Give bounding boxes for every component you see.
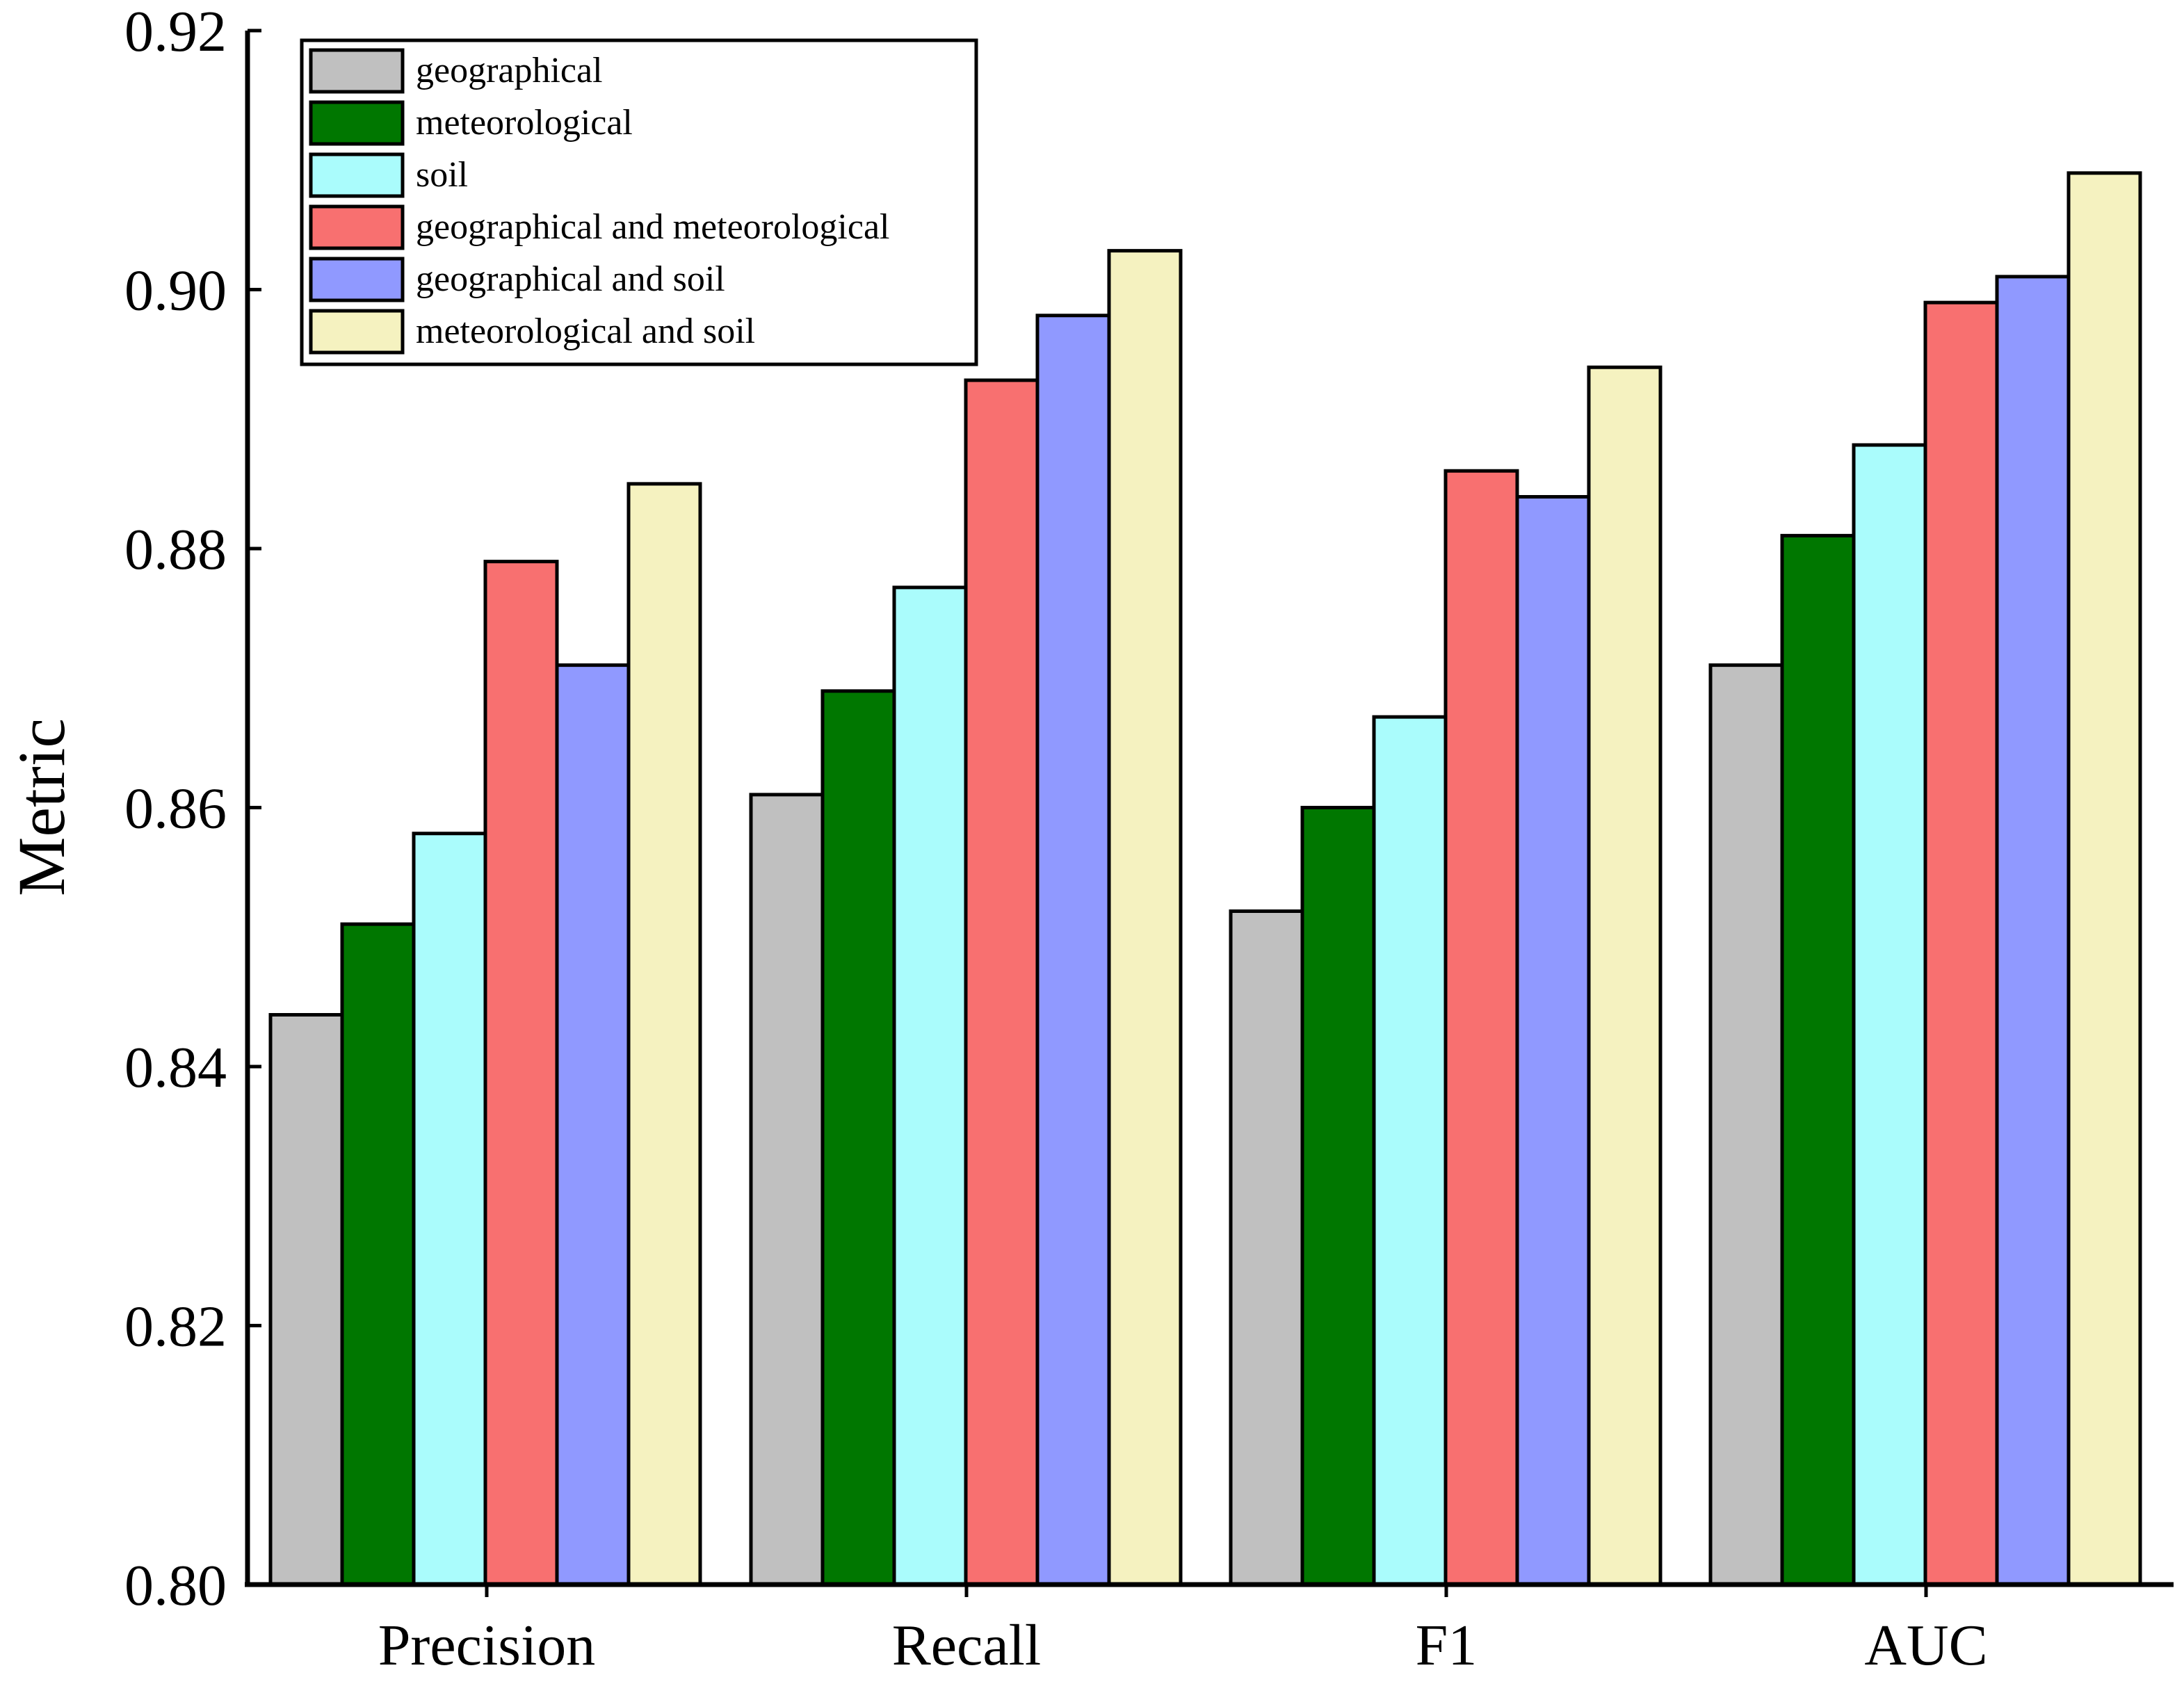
legend-swatch	[309, 204, 405, 250]
y-axis-title: Metric	[4, 718, 79, 896]
legend-label: geographical and meteorological	[416, 207, 889, 247]
y-tick-label: 0.92	[124, 0, 227, 64]
bar-f1-2	[1300, 806, 1376, 1587]
bar-recall-5	[1035, 314, 1111, 1587]
bar-f1-1	[1229, 909, 1304, 1587]
legend: geographical meteorological soil geographic…	[300, 38, 978, 366]
x-tick-label-precision: Precision	[378, 1613, 596, 1678]
x-tick-label-f1: F1	[1416, 1613, 1478, 1678]
bar-f1-5	[1515, 495, 1591, 1587]
bar-auc-3	[1852, 443, 1927, 1587]
bar-auc-4	[1923, 300, 1999, 1587]
x-tick-labels: Precision Recall F1 AUC	[378, 1585, 1988, 1678]
bar-recall-4	[964, 378, 1040, 1587]
bar-recall-6	[1107, 249, 1183, 1587]
bar-recall-2	[820, 689, 896, 1587]
legend-label: geographical and soil	[416, 259, 725, 299]
legend-label: meteorological and soil	[416, 311, 755, 351]
bar-f1-4	[1443, 469, 1519, 1587]
y-ticks: 0.80 0.82 0.84 0.86 0.88 0.90 0.92	[124, 0, 261, 1618]
bar-auc-6	[2066, 171, 2142, 1587]
legend-box	[300, 38, 978, 366]
bar-precision-3	[412, 832, 487, 1587]
bar-recall-3	[892, 585, 968, 1587]
bar-auc-5	[1995, 275, 2071, 1587]
bar-precision-4	[483, 560, 559, 1587]
bar-auc-1	[1708, 663, 1784, 1587]
bar-recall-1	[749, 793, 825, 1587]
y-tick-label: 0.90	[124, 259, 227, 323]
bar-f1-6	[1587, 365, 1663, 1587]
y-tick-label: 0.88	[124, 517, 227, 582]
bar-precision-6	[626, 482, 702, 1587]
legend-swatch	[309, 100, 405, 146]
bar-precision-1	[268, 1013, 344, 1587]
legend-label: geographical	[416, 51, 603, 90]
legend-swatch	[309, 257, 405, 302]
y-tick-label: 0.84	[124, 1035, 227, 1100]
y-tick-label: 0.86	[124, 777, 227, 841]
legend-swatch	[309, 152, 405, 198]
x-tick-label-recall: Recall	[892, 1613, 1042, 1678]
bar-precision-2	[340, 922, 416, 1587]
bar-precision-5	[555, 663, 631, 1587]
bar-f1-3	[1372, 715, 1448, 1587]
y-tick-label: 0.82	[124, 1295, 227, 1359]
legend-label: meteorological	[416, 103, 633, 143]
bars-layer	[268, 171, 2142, 1587]
legend-label: soil	[416, 155, 468, 195]
y-tick-label: 0.80	[124, 1553, 227, 1618]
legend-swatch	[309, 48, 405, 94]
legend-swatch	[309, 309, 405, 355]
x-tick-label-auc: AUC	[1864, 1613, 1987, 1678]
bar-auc-2	[1780, 533, 1856, 1587]
